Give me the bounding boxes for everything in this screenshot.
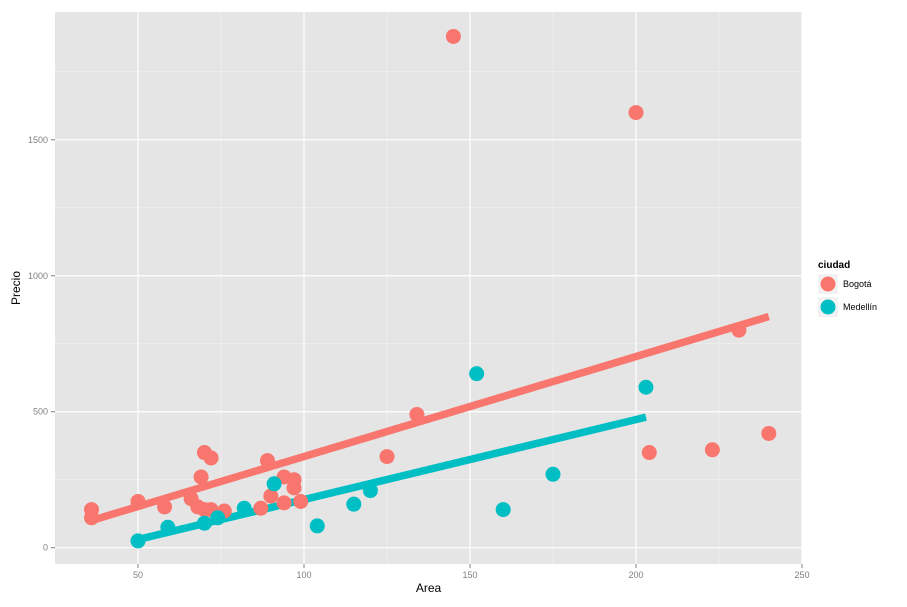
legend-items: Bogotá Medellín	[818, 274, 877, 317]
data-point	[236, 500, 252, 516]
legend-swatch	[820, 299, 836, 315]
data-point	[409, 406, 425, 422]
data-point	[761, 425, 777, 441]
data-point	[196, 515, 212, 531]
legend-title: ciudad	[818, 260, 850, 271]
data-point	[362, 483, 378, 499]
data-point	[469, 366, 485, 382]
data-point	[704, 442, 720, 458]
x-tick-label: 200	[628, 570, 643, 580]
y-tick-label: 0	[43, 543, 48, 553]
grid-major	[55, 12, 803, 564]
data-point	[628, 105, 644, 121]
data-point	[160, 519, 176, 535]
data-point	[276, 495, 292, 511]
data-point	[286, 480, 302, 496]
data-point	[379, 449, 395, 465]
data-points	[84, 28, 777, 549]
y-tick-label: 500	[33, 407, 48, 417]
legend-label: Bogotá	[843, 279, 872, 289]
data-point	[210, 510, 226, 526]
y-axis-ticks: 0 500 1000 1500	[28, 135, 55, 553]
data-point	[203, 450, 219, 466]
data-point	[157, 499, 173, 515]
data-point	[130, 493, 146, 509]
data-point	[495, 502, 511, 518]
data-point	[309, 518, 325, 534]
data-point	[346, 496, 362, 512]
data-point	[259, 453, 275, 469]
data-point	[293, 493, 309, 509]
data-point	[193, 469, 209, 485]
legend-swatch	[820, 276, 836, 292]
x-axis-ticks: 50 100 150 200 250	[133, 564, 810, 580]
trend-line	[90, 312, 770, 525]
x-tick-label: 100	[296, 570, 311, 580]
legend-label: Medellín	[843, 302, 877, 312]
legend: ciudad Bogotá Medellín	[818, 260, 877, 317]
x-axis-label: Area	[416, 581, 442, 595]
x-tick-label: 250	[794, 570, 809, 580]
data-point	[84, 510, 100, 526]
y-axis-label: Precio	[9, 271, 23, 305]
x-tick-label: 150	[462, 570, 477, 580]
data-point	[638, 379, 654, 395]
data-point	[263, 488, 279, 504]
data-point	[253, 500, 269, 516]
y-tick-label: 1000	[28, 271, 48, 281]
x-tick-label: 50	[133, 570, 143, 580]
data-point	[641, 445, 657, 461]
data-point	[445, 28, 461, 44]
y-tick-label: 1500	[28, 135, 48, 145]
grid-minor	[55, 12, 802, 564]
data-point	[130, 533, 146, 549]
data-point	[545, 466, 561, 482]
data-point	[266, 476, 282, 492]
panel-background	[55, 12, 802, 564]
data-point	[731, 322, 747, 338]
